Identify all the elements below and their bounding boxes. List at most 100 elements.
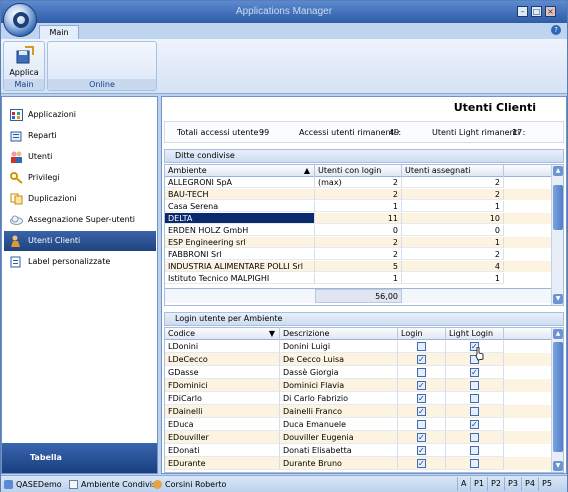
login-row[interactable]: LDeCecco De Cecco Luisa	[165, 353, 551, 366]
apply-button[interactable]: Applica	[9, 68, 39, 77]
scroll-thumb[interactable]	[553, 185, 563, 230]
shared-row[interactable]: Casa Serena 1 1	[165, 201, 551, 212]
status-key-p1[interactable]: P1	[470, 477, 487, 491]
cell-codice: FDominici	[165, 379, 280, 392]
login-row[interactable]: EDonati Donati Elisabetta	[165, 444, 551, 457]
sidebar-item-applicazioni[interactable]: Applicazioni	[4, 105, 156, 125]
cell-login	[398, 405, 446, 418]
login-checkbox[interactable]	[417, 368, 426, 377]
minimize-button[interactable]: –	[517, 6, 528, 17]
status-key-p4[interactable]: P4	[521, 477, 538, 491]
col-light-login[interactable]: Light Login	[446, 328, 504, 340]
cell-login	[398, 418, 446, 431]
scroll-up-icon[interactable]: ▲	[553, 329, 563, 339]
light-login-checkbox[interactable]	[470, 394, 479, 403]
col-utenti-assegnati[interactable]: Utenti assegnati	[402, 165, 504, 177]
sort-desc-icon: ▼	[268, 329, 275, 338]
sidebar-footer-tabella[interactable]: Tabella	[2, 443, 157, 473]
status-key-p3[interactable]: P3	[504, 477, 521, 491]
shared-row[interactable]: DELTA 11 10	[165, 213, 551, 224]
light-login-checkbox[interactable]	[470, 407, 479, 416]
login-grid-scrollbar[interactable]: ▲ ▼	[551, 328, 563, 472]
login-row[interactable]: EDurante Durante Bruno	[165, 457, 551, 470]
login-checkbox[interactable]	[417, 444, 426, 456]
login-row[interactable]: FDainelli Dainelli Franco	[165, 405, 551, 418]
login-checkbox[interactable]	[417, 353, 426, 365]
mouse-cursor-icon	[475, 347, 484, 361]
status-key-p5[interactable]: P5	[538, 477, 555, 491]
user-icon	[153, 480, 162, 489]
login-checkbox[interactable]	[417, 342, 426, 351]
cell-descrizione: Dominici Flavia	[280, 379, 398, 392]
tab-main[interactable]: Main	[39, 25, 79, 39]
stat-remaining-value: 49	[389, 128, 400, 137]
shared-row[interactable]: BAU-TECH 2 2	[165, 189, 551, 200]
stat-light-label: Utenti Light rimanenti :	[432, 128, 526, 137]
col-utenti-login-max[interactable]: Utenti con login (max)	[315, 165, 402, 187]
help-icon[interactable]: ?	[551, 25, 561, 35]
light-login-checkbox[interactable]	[470, 446, 479, 455]
col-codice[interactable]: Codice ▼	[165, 328, 280, 340]
col-ambiente[interactable]: Ambiente ▲	[165, 165, 315, 177]
shared-row[interactable]: Istituto Tecnico MALPIGHI 1 1	[165, 273, 551, 284]
label-icon	[10, 256, 21, 268]
sidebar-item-label: Applicazioni	[28, 110, 76, 119]
login-checkbox[interactable]	[417, 392, 426, 404]
login-grid-header: Codice ▼ Descrizione Login Light Login	[165, 328, 551, 340]
cell-codice: LDeCecco	[165, 353, 280, 366]
shared-total-row: 56,00	[165, 288, 551, 303]
cell-descrizione: Duca Emanuele	[280, 418, 398, 431]
cell-ambiente: ALLEGRONI SpA	[165, 177, 315, 188]
cell-ambiente: FABBRONI Srl	[165, 249, 315, 260]
login-checkbox[interactable]	[417, 420, 426, 429]
cell-light-login	[446, 444, 504, 457]
sidebar-item-privilegi[interactable]: Privilegi	[4, 168, 156, 188]
app-menu-button[interactable]	[3, 3, 37, 37]
login-row[interactable]: LDonini Donini Luigi	[165, 340, 551, 353]
sidebar-item-label-personalizzate[interactable]: Label personalizzate	[4, 252, 156, 272]
cell-login	[398, 379, 446, 392]
light-login-checkbox[interactable]	[470, 433, 479, 442]
col-login[interactable]: Login	[398, 328, 446, 340]
light-login-checkbox[interactable]	[470, 366, 479, 378]
shared-row[interactable]: ERDEN HOLZ GmbH 0 0	[165, 225, 551, 236]
light-login-checkbox[interactable]	[470, 418, 479, 430]
cell-assegnati: 2	[402, 177, 504, 188]
login-row[interactable]: FDominici Dominici Flavia	[165, 379, 551, 392]
cell-ambiente: BAU-TECH	[165, 189, 315, 200]
sidebar-item-utenti[interactable]: Utenti	[4, 147, 156, 167]
sidebar-item-duplicazioni[interactable]: Duplicazioni	[4, 189, 156, 209]
app-logo-icon	[13, 12, 29, 28]
sidebar-item-assegnazione[interactable]: Assegnazione Super-utenti Condivisi	[4, 210, 156, 244]
status-key-a[interactable]: A	[457, 477, 469, 491]
login-row[interactable]: EDouviller Douviller Eugenia	[165, 431, 551, 444]
light-login-checkbox[interactable]	[470, 459, 479, 468]
login-checkbox[interactable]	[417, 431, 426, 443]
light-login-checkbox[interactable]	[470, 340, 479, 352]
login-row[interactable]: EDuca Duca Emanuele	[165, 418, 551, 431]
scroll-down-icon[interactable]: ▼	[553, 461, 563, 471]
title-bar: Applications Manager – □ ×	[1, 1, 567, 23]
scroll-down-icon[interactable]: ▼	[553, 294, 563, 304]
login-row[interactable]: FDiCarlo Di Carlo Fabrizio	[165, 392, 551, 405]
shared-grid-scrollbar[interactable]: ▲ ▼	[551, 165, 563, 305]
sidebar-item-reparti[interactable]: Reparti	[4, 126, 156, 146]
scroll-thumb[interactable]	[553, 342, 563, 452]
shared-row[interactable]: ESP Engineering srl 2 1	[165, 237, 551, 248]
sidebar-item-utenti-clienti[interactable]: Utenti Clienti	[4, 231, 156, 251]
scroll-up-icon[interactable]: ▲	[553, 166, 563, 176]
cell-assegnati: 4	[402, 261, 504, 272]
login-checkbox[interactable]	[417, 379, 426, 391]
col-descrizione[interactable]: Descrizione	[280, 328, 398, 340]
maximize-button[interactable]: □	[531, 6, 542, 17]
login-checkbox[interactable]	[417, 457, 426, 469]
close-button[interactable]: ×	[545, 6, 556, 17]
status-key-p2[interactable]: P2	[487, 477, 504, 491]
login-row[interactable]: GDasse Dassè Giorgia	[165, 366, 551, 379]
apply-icon	[16, 46, 34, 64]
shared-row[interactable]: INDUSTRIA ALIMENTARE POLLI Srl 5 4	[165, 261, 551, 272]
shared-row[interactable]: FABBRONI Srl 2 2	[165, 249, 551, 260]
login-checkbox[interactable]	[417, 405, 426, 417]
shared-row[interactable]: ALLEGRONI SpA 2 2	[165, 177, 551, 188]
light-login-checkbox[interactable]	[470, 381, 479, 390]
